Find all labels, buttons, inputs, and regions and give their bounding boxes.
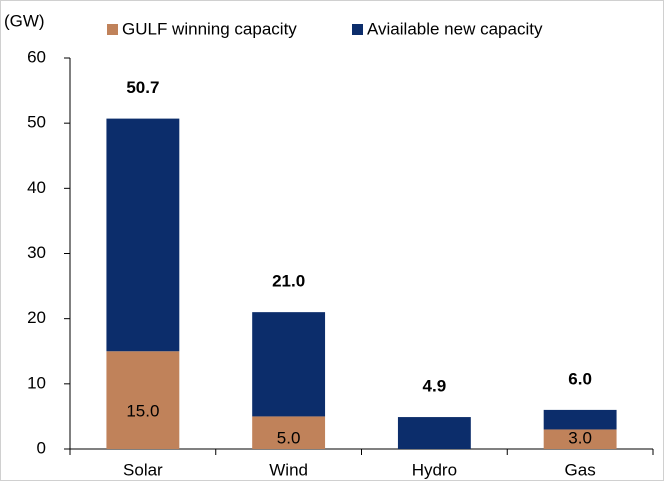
total-label: 50.7: [126, 78, 159, 97]
y-tick-label: 0: [37, 438, 46, 457]
y-tick-label: 30: [27, 243, 46, 262]
y-tick-label: 60: [27, 47, 46, 66]
total-label: 21.0: [272, 272, 305, 291]
total-label: 4.9: [423, 377, 447, 396]
bar-segment: [543, 409, 617, 430]
legend-swatch: [352, 24, 363, 35]
bar-segment: [397, 417, 471, 449]
value-label: 15.0: [126, 402, 159, 421]
x-tick-label: Hydro: [412, 460, 457, 479]
legend-label: GULF winning capacity: [122, 19, 297, 38]
x-tick-label: Gas: [565, 460, 596, 479]
bar-segment: [252, 416, 326, 449]
x-tick-label: Solar: [123, 460, 163, 479]
legend-swatch: [107, 24, 118, 35]
total-label: 6.0: [568, 369, 592, 388]
x-tick-label: Wind: [269, 460, 308, 479]
bar-segment: [543, 429, 617, 449]
y-tick-label: 50: [27, 113, 46, 132]
y-tick-label: 20: [27, 308, 46, 327]
value-label: 3.0: [568, 428, 592, 447]
bar-segment: [106, 351, 180, 449]
bar-segment: [252, 312, 326, 417]
y-tick-label: 40: [27, 178, 46, 197]
bar-segment: [106, 118, 180, 352]
legend-label: Aviailable new capacity: [367, 19, 543, 38]
value-label: 5.0: [277, 428, 301, 447]
y-tick-label: 10: [27, 373, 46, 392]
y-axis-label: (GW): [4, 11, 45, 30]
